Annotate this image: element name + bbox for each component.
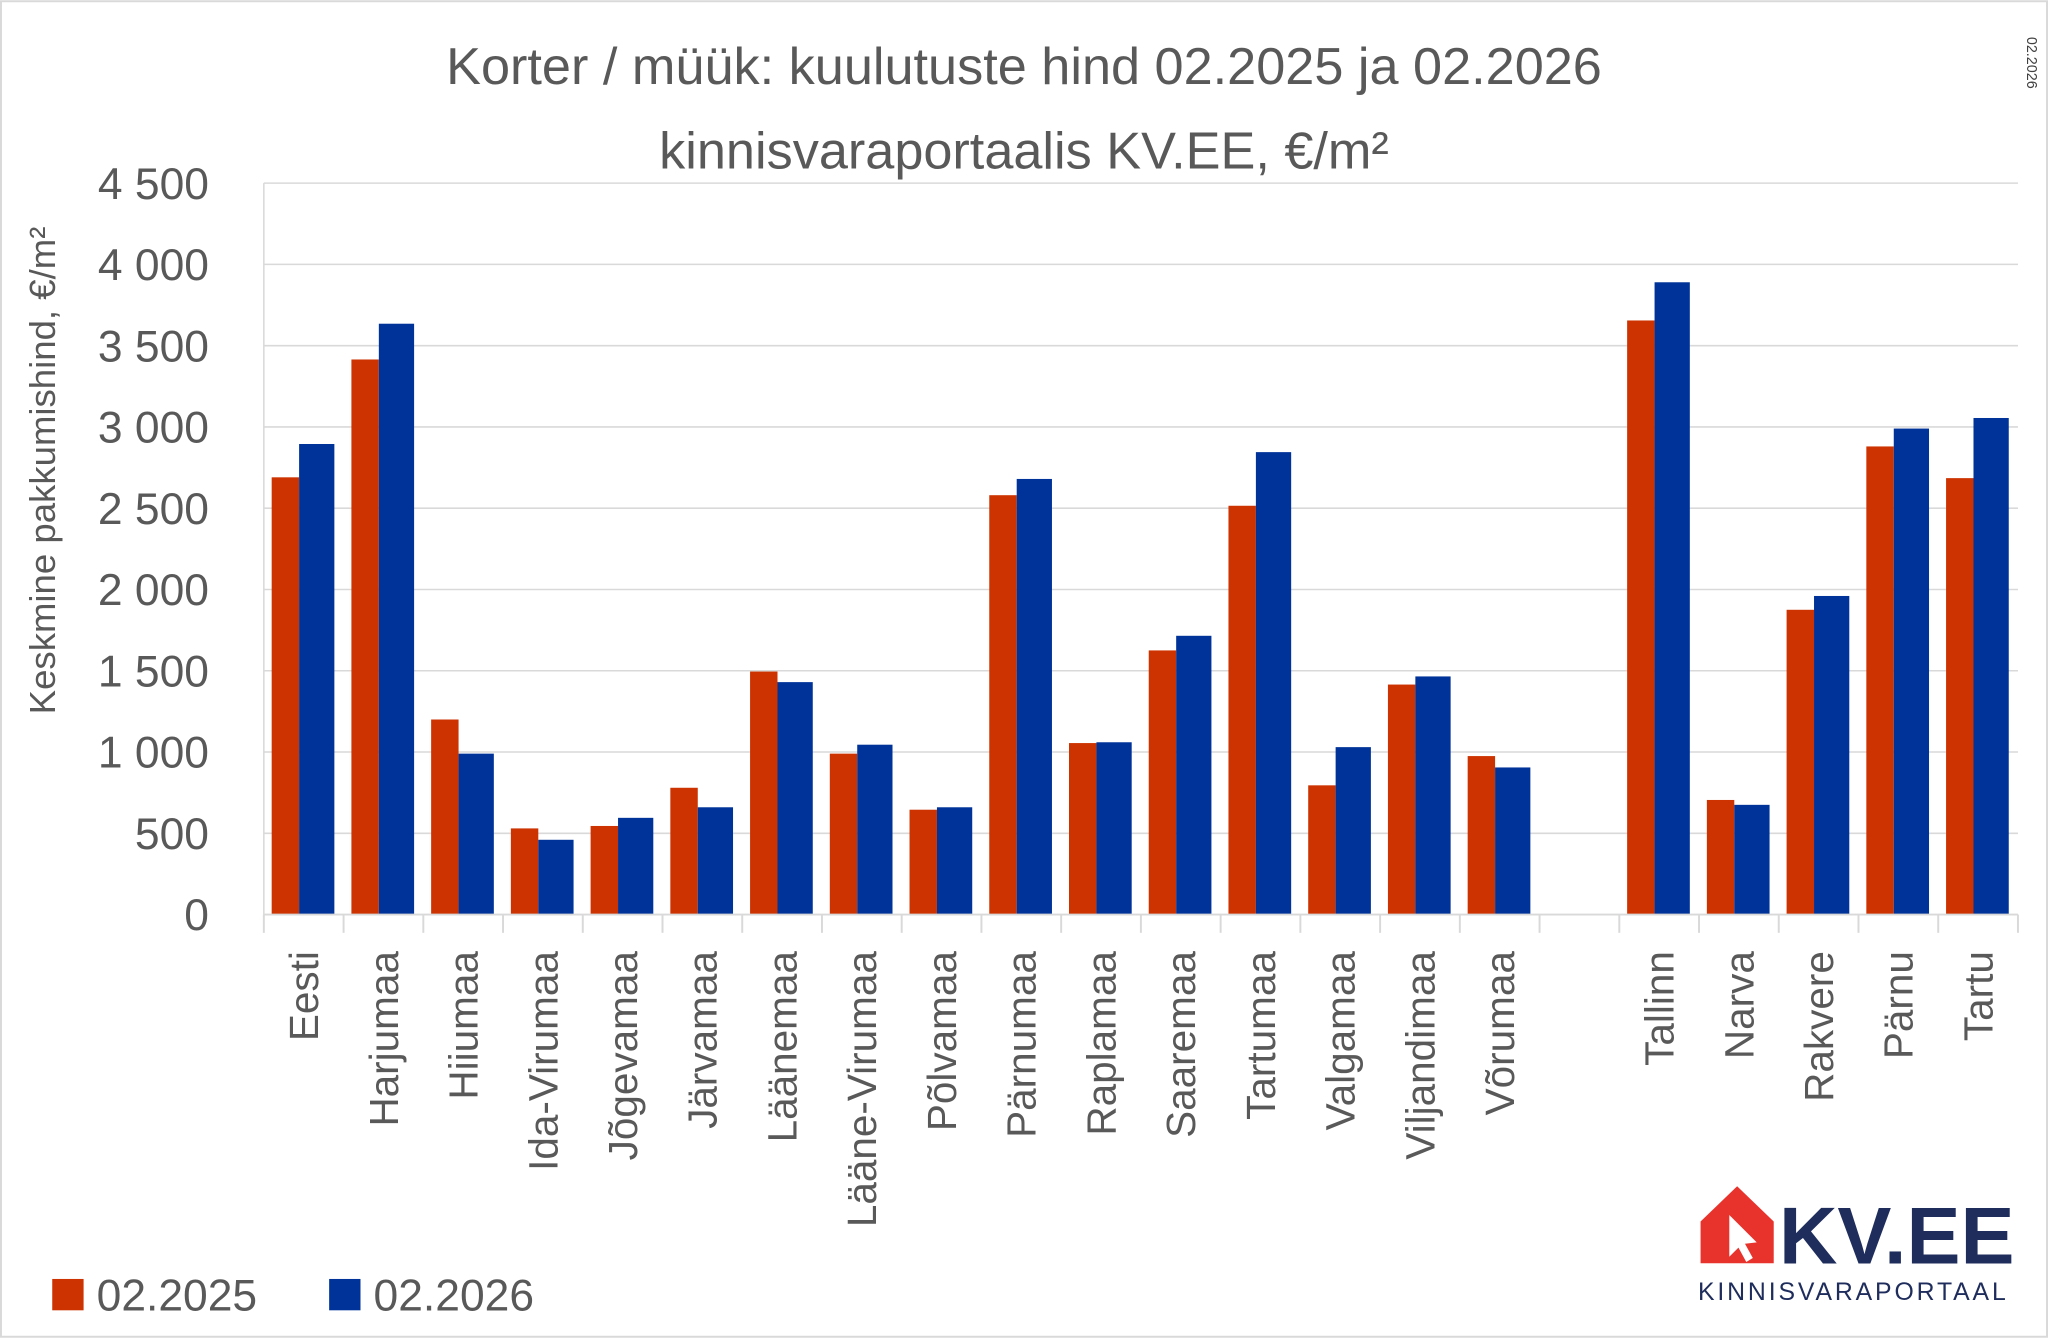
x-tick-label: Põlvamaa [919,951,965,1131]
side-date-note: 02.2026 [2023,37,2039,89]
y-axis-label: Keskmine pakkumishind, €/m² [22,227,63,715]
x-tick-label: Lääne-Virumaa [839,951,885,1227]
x-tick-label: Jõgevamaa [600,951,646,1161]
bar-02.2025-Ida-Virumaa [510,828,539,915]
x-tick-label: Harjumaa [361,951,407,1127]
y-tick-label: 4 500 [98,160,209,209]
x-tick-label: Raplamaa [1078,951,1124,1136]
bar-02.2026-Läänemaa [777,682,813,915]
y-tick-label: 3 000 [98,404,209,453]
bar-02.2025-Eesti [271,477,300,915]
bar-02.2026-Põlvamaa [936,807,973,915]
legend-label-2025: 02.2025 [97,1271,257,1320]
legend: 02.2025 02.2026 [52,1271,534,1320]
x-tick-label: Ida-Virumaa [520,951,566,1171]
bar-02.2026-Tartu [1973,417,2009,915]
bar-02.2026-Valgamaa [1335,747,1371,915]
kv-ee-logo: KV.EE KINNISVARAPORTAAL [1698,1186,2015,1306]
y-tick-label: 2 500 [98,485,209,534]
bar-02.2026-Pärnu [1893,428,1930,915]
bar-02.2026-Jõgevamaa [618,817,654,915]
logo-text: KV.EE [1779,1191,2015,1281]
chart-title: Korter / müük: kuulutuste hind 02.2025 j… [446,38,1602,96]
bar-02.2025-Narva [1706,799,1735,915]
x-tick-label: Viljandimaa [1397,951,1443,1160]
x-tick-label: Pärnu [1876,951,1922,1059]
bar-02.2025-Tartumaa [1228,505,1256,915]
bar-02.2025-Pärnu [1866,446,1894,915]
x-tick-label: Hiiumaa [441,951,487,1100]
bar-02.2025-Hiiumaa [431,719,459,915]
bar-02.2025-Jõgevamaa [590,825,619,915]
x-tick-label: Pärnumaa [999,951,1045,1138]
x-tick-label: Tartu [1955,951,2001,1041]
y-tick-label: 1 000 [98,729,209,778]
bar-02.2026-Võrumaa [1495,767,1531,915]
x-tick-label: Järvamaa [680,951,726,1129]
bar-02.2025-Läänemaa [750,671,778,915]
bar-02.2025-Pärnumaa [989,495,1017,915]
bar-02.2025-Võrumaa [1467,756,1496,915]
x-tick-label: Läänemaa [759,951,805,1143]
bar-02.2026-Järvamaa [697,807,734,915]
x-tick-label: Narva [1716,951,1762,1059]
chart-subtitle: kinnisvaraportaalis KV.EE, €/m² [659,123,1389,181]
y-tick-label: 2 000 [98,566,209,615]
y-tick-label: 500 [135,810,209,859]
bar-02.2025-Valgamaa [1308,785,1336,915]
bar-02.2026-Rakvere [1814,595,1850,915]
bar-02.2026-Hiiumaa [458,753,494,915]
y-tick-label: 4 000 [98,241,209,290]
bar-02.2025-Põlvamaa [909,809,937,915]
house-arrow-icon [1700,1186,1774,1264]
bar-02.2025-Järvamaa [670,787,698,915]
bar-02.2025-Saaremaa [1148,650,1177,915]
bar-02.2025-Tartu [1946,478,1974,915]
bar-02.2026-Lääne-Virumaa [857,744,893,915]
logo-tagline: KINNISVARAPORTAAL [1698,1279,2009,1306]
x-tick-label: Tallinn [1637,951,1683,1066]
bar-02.2026-Tallinn [1654,282,1690,915]
bar-02.2026-Narva [1734,804,1770,915]
bar-02.2026-Raplamaa [1096,742,1132,915]
legend-swatch-2026 [329,1278,361,1311]
x-tick-label: Saaremaa [1158,951,1204,1138]
bar-02.2025-Tallinn [1627,320,1655,915]
y-tick-label: 3 500 [98,322,209,371]
bar-02.2026-Saaremaa [1176,635,1212,915]
bar-02.2026-Ida-Virumaa [538,839,574,915]
bar-02.2025-Viljandimaa [1387,684,1416,915]
y-tick-label: 0 [184,891,209,940]
bar-02.2026-Harjumaa [378,323,415,915]
bar-02.2025-Rakvere [1786,609,1815,915]
x-tick-label: Võrumaa [1477,951,1523,1116]
x-tick-label: Valgamaa [1318,951,1364,1131]
bar-02.2026-Tartumaa [1255,452,1292,915]
bar-02.2026-Pärnumaa [1016,478,1052,915]
legend-swatch-2025 [52,1278,84,1311]
bar-02.2026-Eesti [299,443,335,915]
bar-02.2025-Raplamaa [1069,743,1097,915]
legend-label-2026: 02.2026 [374,1271,534,1320]
y-tick-label: 1 500 [98,647,209,696]
bar-02.2026-Viljandimaa [1415,676,1451,915]
x-tick-label: Rakvere [1796,951,1842,1102]
bar-02.2025-Lääne-Virumaa [829,753,858,915]
x-tick-label: Eesti [281,951,327,1041]
bar-02.2025-Harjumaa [351,359,379,915]
x-tick-label: Tartumaa [1238,951,1284,1120]
